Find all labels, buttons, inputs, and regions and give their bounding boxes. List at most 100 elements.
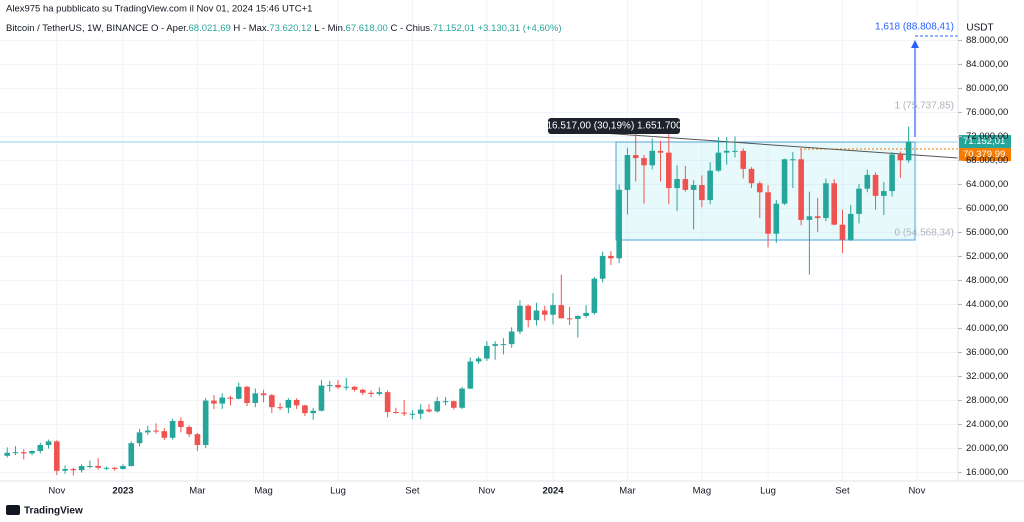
candles bbox=[4, 125, 912, 476]
ohlc-key: C - Chius. bbox=[390, 23, 432, 34]
candle-body bbox=[4, 452, 10, 456]
candle-body bbox=[384, 392, 391, 412]
candle-body bbox=[608, 255, 614, 259]
candle-body bbox=[434, 401, 441, 412]
candle-body bbox=[632, 155, 639, 159]
y-tick-label: 84.000,00 bbox=[966, 59, 1008, 70]
ohlc-value: 71.152,01 bbox=[433, 23, 475, 34]
candle-body bbox=[500, 344, 507, 346]
candle-body bbox=[178, 420, 184, 427]
y-tick-label: 20.000,00 bbox=[966, 443, 1008, 454]
y-tick-label: 68.000,00 bbox=[966, 155, 1008, 166]
symbol-legend: Bitcoin / TetherUS, 1W, BINANCE O - Aper… bbox=[6, 23, 562, 34]
candle-body bbox=[161, 431, 168, 438]
x-tick-label: Nov bbox=[908, 486, 925, 497]
measure-text: 16.517,00 (30,19%) 1.651.700 bbox=[546, 121, 682, 132]
candle-body bbox=[252, 393, 259, 403]
candle-body bbox=[707, 170, 713, 201]
fib-label: 0 (54.568,34) bbox=[895, 228, 955, 239]
price-badges: 71.152,01 70.379,99 bbox=[959, 135, 1011, 162]
y-tick-label: 48.000,00 bbox=[966, 275, 1008, 286]
candle-body bbox=[417, 409, 424, 414]
y-tick-label: 36.000,00 bbox=[966, 347, 1008, 358]
candle-body bbox=[244, 386, 250, 403]
candle-body bbox=[756, 183, 763, 193]
candle-body bbox=[78, 465, 85, 471]
candle-body bbox=[186, 426, 192, 435]
candle-body bbox=[29, 450, 35, 454]
candle-body bbox=[194, 434, 201, 445]
candle-body bbox=[616, 189, 622, 259]
candle-body bbox=[682, 179, 689, 190]
x-tick-label: Mar bbox=[619, 486, 635, 497]
candle-body bbox=[624, 155, 631, 190]
candle-body bbox=[326, 384, 333, 386]
candle-body bbox=[442, 401, 449, 403]
candle-body bbox=[765, 192, 771, 234]
change: +3.130,31 (+4,60%) bbox=[478, 23, 562, 34]
price-badge bbox=[959, 148, 1011, 162]
x-tick-label: Nov bbox=[478, 486, 495, 497]
candle-body bbox=[864, 174, 871, 189]
candle-body bbox=[814, 216, 821, 219]
y-tick-label: 32.000,00 bbox=[966, 371, 1008, 382]
x-tick-label: Set bbox=[405, 486, 420, 497]
candle-body bbox=[575, 315, 581, 319]
x-tick-label: 2024 bbox=[542, 486, 564, 497]
candle-body bbox=[87, 465, 93, 467]
fib-label: 1 (75.737,85) bbox=[895, 101, 955, 112]
candle-body bbox=[798, 159, 804, 220]
candle-body bbox=[657, 150, 664, 153]
candle-body bbox=[285, 399, 292, 408]
y-tick-label: 60.000,00 bbox=[966, 203, 1008, 214]
candle-body bbox=[235, 386, 242, 399]
candle-body bbox=[748, 168, 755, 184]
candle-body bbox=[839, 224, 846, 240]
candle-body bbox=[699, 185, 705, 201]
y-tick-label: 56.000,00 bbox=[966, 227, 1008, 238]
candle-body bbox=[459, 388, 465, 408]
candle-body bbox=[740, 150, 747, 169]
price-badge-label: 70.379,99 bbox=[963, 149, 1005, 160]
y-tick-label: 28.000,00 bbox=[966, 395, 1008, 406]
candle-body bbox=[831, 183, 837, 225]
candle-body bbox=[533, 310, 540, 321]
candle-body bbox=[806, 216, 813, 220]
candle-body bbox=[583, 312, 589, 316]
x-tick-label: Nov bbox=[48, 486, 65, 497]
x-tick-label: Mar bbox=[189, 486, 205, 497]
candle-body bbox=[103, 467, 110, 469]
fib-label: 1,618 (88.808,41) bbox=[875, 22, 954, 33]
candle-body bbox=[95, 465, 101, 468]
y-tick-label: 44.000,00 bbox=[966, 299, 1008, 310]
candle-body bbox=[641, 158, 647, 166]
arrow-head bbox=[911, 40, 919, 48]
candle-body bbox=[37, 444, 44, 451]
candle-body bbox=[227, 397, 234, 399]
x-tick-label: Mag bbox=[254, 486, 272, 497]
candle-body bbox=[541, 310, 548, 315]
footer-text: TradingView bbox=[24, 506, 83, 517]
candle-body bbox=[368, 392, 374, 394]
candle-body bbox=[376, 392, 383, 394]
candle-body bbox=[450, 401, 457, 408]
candle-body bbox=[318, 385, 325, 411]
candle-body bbox=[732, 150, 738, 152]
candle-body bbox=[335, 384, 341, 388]
ohlc-value: 68.021,69 bbox=[189, 23, 231, 34]
candle-body bbox=[12, 452, 19, 454]
candle-body bbox=[773, 203, 780, 234]
measure-tooltip bbox=[548, 118, 680, 134]
candle-body bbox=[128, 443, 135, 466]
y-tick-label: 72.000,00 bbox=[966, 131, 1008, 142]
candle-body bbox=[781, 159, 788, 204]
candle-body bbox=[409, 413, 416, 415]
candle-body bbox=[674, 179, 680, 189]
candle-body bbox=[426, 409, 432, 412]
candle-body bbox=[202, 400, 209, 445]
candle-body bbox=[54, 441, 60, 471]
candle-body bbox=[302, 405, 308, 414]
y-tick-label: 64.000,00 bbox=[966, 179, 1008, 190]
candle-body bbox=[277, 407, 283, 409]
candle-body bbox=[591, 278, 598, 313]
